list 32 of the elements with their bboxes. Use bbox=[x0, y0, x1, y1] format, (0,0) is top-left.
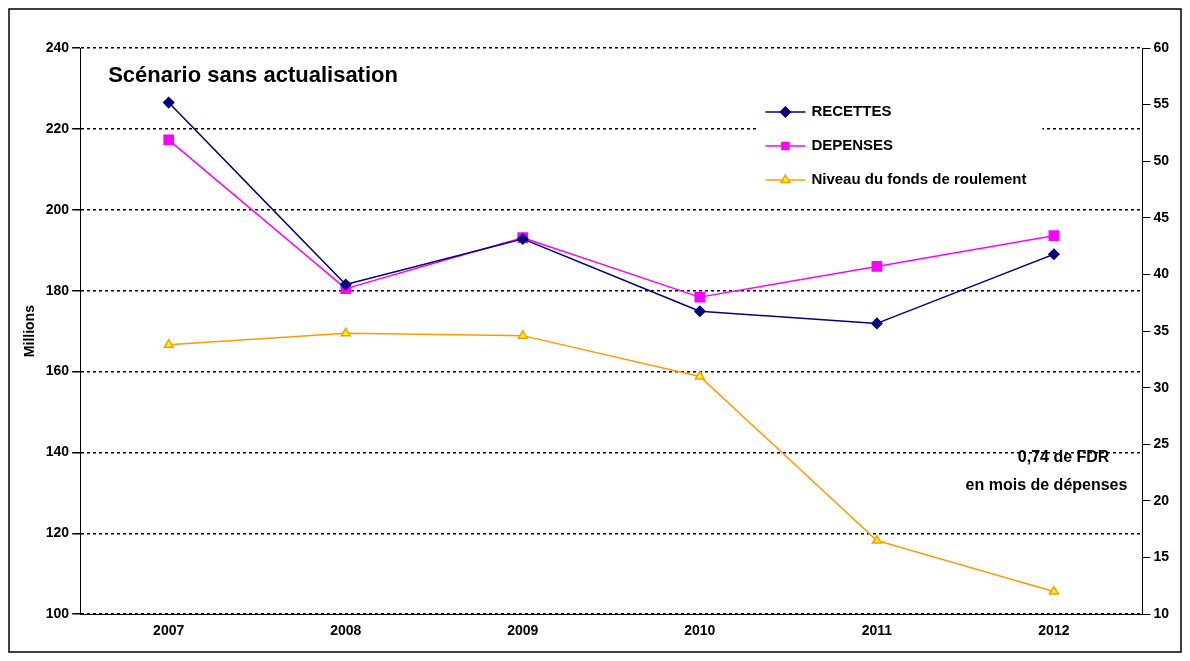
x-tick-label: 2008 bbox=[330, 622, 362, 639]
y2-tick-label: 40 bbox=[1153, 265, 1170, 282]
text: Scénario sans actualisation bbox=[108, 62, 398, 88]
x-tick-label: 2009 bbox=[507, 622, 539, 639]
x-tick-label: 2007 bbox=[153, 622, 185, 639]
y-tick-label: 220 bbox=[45, 119, 70, 136]
y-tick-label: 180 bbox=[45, 281, 70, 298]
legend-label: Niveau du fonds de roulement bbox=[811, 170, 1027, 188]
y-tick-label: 160 bbox=[45, 362, 70, 379]
y-axis-title: Millions bbox=[21, 304, 38, 358]
legend-label: DEPENSES bbox=[811, 136, 894, 154]
x-tick-label: 2011 bbox=[861, 622, 893, 639]
y-tick-label: 240 bbox=[45, 38, 70, 55]
legend-label: RECETTES bbox=[811, 102, 892, 120]
y2-tick-label: 20 bbox=[1153, 491, 1170, 508]
y-tick-label: 200 bbox=[45, 200, 70, 217]
x-tick-label: 2012 bbox=[1038, 622, 1070, 639]
y-tick-label: 140 bbox=[45, 443, 70, 460]
y2-tick-label: 55 bbox=[1153, 95, 1170, 112]
annotation: en mois de dépenses bbox=[965, 476, 1128, 494]
y-tick-label: 100 bbox=[45, 605, 70, 622]
y2-tick-label: 35 bbox=[1153, 321, 1170, 338]
y2-tick-label: 15 bbox=[1153, 548, 1170, 565]
y2-tick-label: 50 bbox=[1153, 152, 1170, 169]
y-tick-label: 120 bbox=[45, 524, 70, 541]
y2-tick-label: 25 bbox=[1153, 435, 1170, 452]
x-tick-label: 2010 bbox=[684, 622, 716, 639]
annotation: 0,74 de FDR bbox=[1017, 448, 1110, 466]
y2-tick-label: 45 bbox=[1153, 208, 1170, 225]
y2-tick-label: 10 bbox=[1153, 605, 1170, 622]
y2-tick-label: 30 bbox=[1153, 378, 1170, 395]
y2-tick-label: 60 bbox=[1153, 38, 1170, 55]
